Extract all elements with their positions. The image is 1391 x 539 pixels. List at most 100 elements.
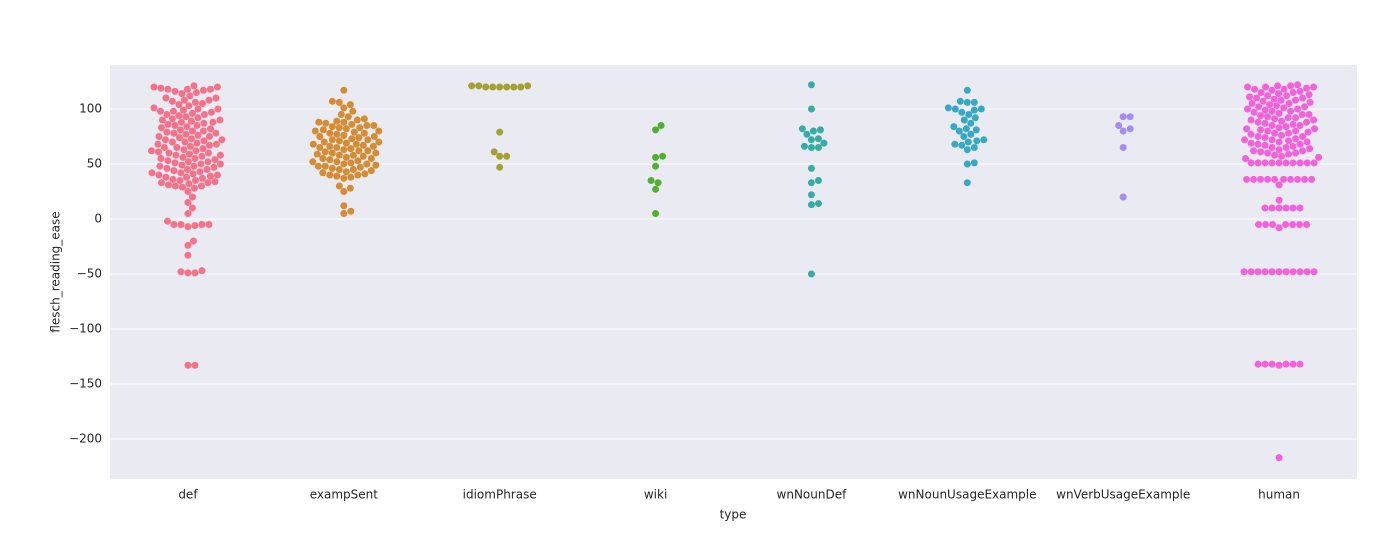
point — [963, 86, 971, 94]
point — [1248, 99, 1256, 107]
point — [335, 182, 343, 190]
point — [203, 165, 211, 173]
point — [1243, 125, 1251, 133]
point — [1119, 113, 1127, 121]
point — [188, 109, 196, 117]
point — [1285, 137, 1293, 145]
point — [1254, 132, 1262, 140]
point — [1280, 104, 1288, 112]
point — [1282, 143, 1290, 151]
point — [164, 120, 172, 128]
point — [496, 83, 504, 91]
point — [170, 129, 178, 137]
y-tick-label: −50 — [77, 266, 102, 280]
point — [814, 176, 822, 184]
point — [354, 157, 362, 165]
point — [1268, 86, 1276, 94]
point — [335, 151, 343, 159]
point — [1294, 105, 1302, 113]
point — [1268, 360, 1276, 368]
point — [177, 118, 185, 126]
point — [1275, 268, 1283, 276]
point — [328, 136, 336, 144]
point — [1119, 193, 1127, 201]
point — [1310, 116, 1318, 124]
point — [1274, 82, 1282, 90]
point — [1275, 138, 1283, 146]
point — [348, 135, 356, 143]
point — [496, 163, 504, 171]
point — [188, 204, 196, 212]
point — [1270, 95, 1278, 103]
point — [342, 153, 350, 161]
point — [1275, 181, 1283, 189]
point — [190, 162, 198, 170]
point — [342, 125, 350, 133]
point — [335, 137, 343, 145]
point — [354, 171, 362, 179]
point — [503, 83, 511, 91]
point — [475, 82, 483, 90]
point — [496, 152, 504, 160]
point — [187, 117, 195, 125]
point — [193, 139, 201, 147]
point — [311, 127, 319, 135]
point — [1264, 175, 1272, 183]
point — [184, 209, 192, 217]
point — [189, 237, 197, 245]
plot-background — [110, 65, 1357, 479]
point — [328, 149, 336, 157]
point — [1275, 224, 1283, 232]
point — [972, 126, 980, 134]
point — [347, 207, 355, 215]
point — [1268, 204, 1276, 212]
point — [1261, 159, 1269, 167]
point — [199, 145, 207, 153]
point — [807, 164, 815, 172]
point — [1261, 204, 1269, 212]
point — [1250, 108, 1258, 116]
point — [1275, 204, 1283, 212]
point — [355, 134, 363, 142]
point — [349, 165, 357, 173]
point — [188, 193, 196, 201]
point — [963, 146, 971, 154]
point — [1294, 81, 1302, 89]
point — [958, 108, 966, 116]
point — [321, 148, 329, 156]
point — [340, 86, 348, 94]
point — [183, 165, 191, 173]
x-tick-label: wnNounDef — [777, 488, 848, 502]
point — [157, 84, 165, 92]
point — [1126, 113, 1134, 121]
point — [359, 152, 367, 160]
point — [1282, 123, 1290, 131]
point — [340, 118, 348, 126]
point — [807, 81, 815, 89]
x-tick-label: human — [1258, 488, 1300, 502]
y-tick-label: −200 — [69, 431, 102, 445]
point — [319, 169, 327, 177]
point — [209, 118, 217, 126]
point — [1254, 118, 1262, 126]
point — [1287, 107, 1295, 115]
x-axis-label: type — [720, 508, 747, 522]
point — [809, 127, 817, 135]
point — [333, 158, 341, 166]
point — [191, 154, 199, 162]
point — [216, 116, 224, 124]
point — [973, 137, 981, 145]
point — [1275, 361, 1283, 369]
point — [183, 85, 191, 93]
point — [1264, 92, 1272, 100]
point — [321, 162, 329, 170]
point — [180, 146, 188, 154]
point — [191, 176, 199, 184]
point — [333, 143, 341, 151]
point — [960, 116, 968, 124]
point — [517, 83, 525, 91]
point — [156, 107, 164, 115]
point — [1280, 175, 1288, 183]
point — [171, 87, 179, 95]
point — [155, 132, 163, 140]
